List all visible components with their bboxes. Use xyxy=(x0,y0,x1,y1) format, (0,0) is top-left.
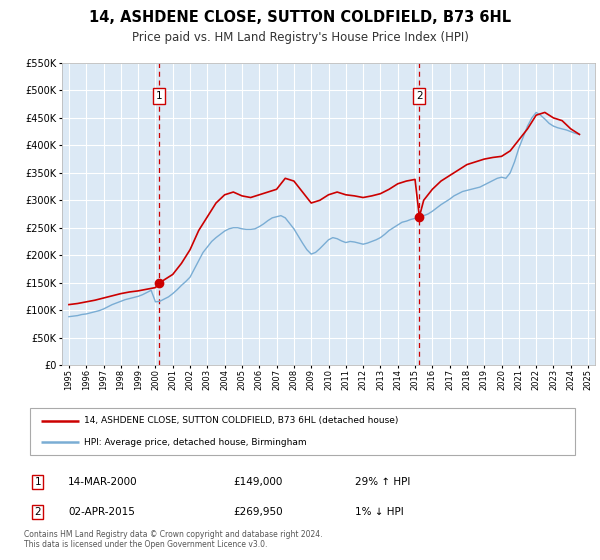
Text: £269,950: £269,950 xyxy=(234,507,283,517)
Text: Contains HM Land Registry data © Crown copyright and database right 2024.
This d: Contains HM Land Registry data © Crown c… xyxy=(24,530,323,549)
FancyBboxPatch shape xyxy=(30,408,575,455)
Text: 14, ASHDENE CLOSE, SUTTON COLDFIELD, B73 6HL (detached house): 14, ASHDENE CLOSE, SUTTON COLDFIELD, B73… xyxy=(85,416,399,425)
Text: 2: 2 xyxy=(34,507,41,517)
Text: Price paid vs. HM Land Registry's House Price Index (HPI): Price paid vs. HM Land Registry's House … xyxy=(131,30,469,44)
Text: 29% ↑ HPI: 29% ↑ HPI xyxy=(355,477,410,487)
Text: 1% ↓ HPI: 1% ↓ HPI xyxy=(355,507,404,517)
Text: HPI: Average price, detached house, Birmingham: HPI: Average price, detached house, Birm… xyxy=(85,438,307,447)
Text: 1: 1 xyxy=(155,91,162,101)
Text: 02-APR-2015: 02-APR-2015 xyxy=(68,507,135,517)
Text: 1: 1 xyxy=(34,477,41,487)
Text: £149,000: £149,000 xyxy=(234,477,283,487)
Text: 14, ASHDENE CLOSE, SUTTON COLDFIELD, B73 6HL: 14, ASHDENE CLOSE, SUTTON COLDFIELD, B73… xyxy=(89,11,511,26)
Text: 14-MAR-2000: 14-MAR-2000 xyxy=(68,477,138,487)
Text: 2: 2 xyxy=(416,91,422,101)
